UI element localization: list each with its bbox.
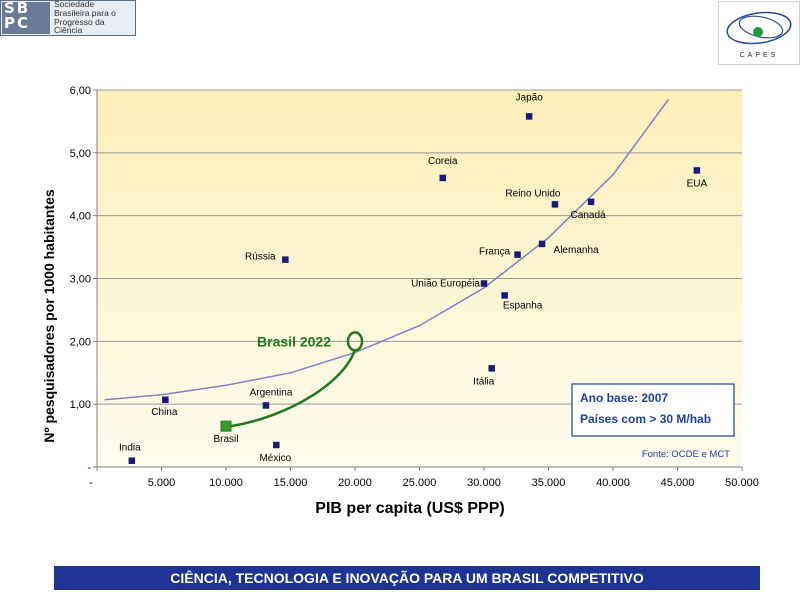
capes-logo: CAPES xyxy=(718,1,800,65)
x-tick-label: 5.000 xyxy=(148,477,176,489)
capes-label: CAPES xyxy=(739,52,779,59)
sbpc-letters-line: PC xyxy=(4,14,31,32)
data-point-label: França xyxy=(479,247,511,258)
brasil-2022-label: Brasil 2022 xyxy=(257,333,331,349)
x-tick-label: 15.000 xyxy=(274,477,308,489)
data-point xyxy=(501,292,508,299)
x-tick-label: 10.000 xyxy=(209,477,243,489)
data-point-label: Brasil xyxy=(213,434,238,445)
y-tick-label: 4,00 xyxy=(70,211,91,223)
data-point-label: União Européia xyxy=(411,279,480,290)
data-point xyxy=(273,441,280,449)
x-tick-labels: - 5.000 10.000 15.000 20.000 25.000 30.000 35.0… xyxy=(89,477,759,489)
axes xyxy=(93,89,743,471)
data-point xyxy=(514,251,521,258)
x-tick-label: - xyxy=(89,477,93,489)
data-point xyxy=(525,113,533,120)
y-tick-label: 6,00 xyxy=(70,85,91,97)
data-point xyxy=(488,365,495,372)
data-point-label: Espanha xyxy=(503,300,543,311)
sbpc-logo-letters: SB PC xyxy=(4,1,50,33)
x-tick-label: 40.000 xyxy=(596,477,630,489)
data-point-label: Rússia xyxy=(245,252,276,263)
data-point-label: EUA xyxy=(687,178,708,189)
data-point-label: Coreia xyxy=(428,156,458,167)
grid-lines xyxy=(97,89,742,405)
data-point xyxy=(220,420,232,432)
trend-curve xyxy=(104,98,670,401)
brasil-2022-annotation: Brasil 2022 xyxy=(230,331,364,428)
data-point-label: Reino Unido xyxy=(505,188,560,199)
capes-emblem-icon xyxy=(726,11,792,45)
data-point xyxy=(587,198,595,206)
data-point xyxy=(693,167,701,174)
x-tick-label: 35.000 xyxy=(532,477,566,489)
data-point xyxy=(551,201,559,208)
data-point xyxy=(538,240,546,248)
data-point xyxy=(162,396,169,404)
y-tick-label: 5,00 xyxy=(70,148,91,160)
y-tick-labels: - 1,00 2,00 3,00 4,00 5,00 6,00 xyxy=(70,85,92,474)
data-point-label: Itália xyxy=(473,376,495,387)
sbpc-name-line: Brasileira para o xyxy=(54,7,116,18)
data-point-label: China xyxy=(151,407,178,418)
sbpc-name-line: Ciência xyxy=(54,25,83,36)
data-point-label: Alemanha xyxy=(554,245,599,256)
y-tick-label: 1,00 xyxy=(70,399,91,411)
data-point-label: Japão xyxy=(516,92,544,103)
scatter-chart: - 5.000 10.000 15.000 20.000 25.000 30.000 35.0… xyxy=(41,85,759,517)
sbpc-name: Sociedade Brasileira para o Progresso da… xyxy=(54,0,136,35)
y-tick-label: 3,00 xyxy=(70,274,91,286)
brasil-2022-arrow xyxy=(230,348,357,428)
legend-line: Países com > 30 M/hab xyxy=(580,412,711,426)
data-point xyxy=(480,280,488,287)
data-point-label: Argentina xyxy=(250,387,293,398)
sbpc-letters-line: SB xyxy=(4,0,31,17)
data-point-label: México xyxy=(259,453,291,464)
footer-banner: CIÊNCIA, TECNOLOGIA E INOVAÇÃO PARA UM B… xyxy=(54,566,760,590)
data-point xyxy=(262,402,270,409)
x-tick-label: 20.000 xyxy=(338,477,372,489)
brasil-2022-target xyxy=(346,331,364,352)
sbpc-name-line: Progresso da xyxy=(54,16,105,27)
legend-box: Ano base: 2007 Países com > 30 M/hab xyxy=(571,383,735,437)
data-point xyxy=(128,457,136,464)
data-point xyxy=(439,174,446,182)
x-axis-label: PIB per capita (US$ PPP) xyxy=(315,500,504,517)
y-tick-label: 2,00 xyxy=(70,336,91,348)
source-note: Fonte: OCDE e MCT xyxy=(642,449,730,460)
data-point-label: Canadá xyxy=(571,210,606,221)
legend-line: Ano base: 2007 xyxy=(580,391,668,405)
sbpc-logo-box xyxy=(2,2,50,34)
y-axis-label: Nº pesquisadores por 1000 habitantes xyxy=(41,189,57,443)
data-point xyxy=(282,256,289,263)
y-tick-label: - xyxy=(87,462,91,474)
x-tick-label: 30.000 xyxy=(467,477,501,489)
data-point-label: India xyxy=(119,443,141,454)
x-tick-label: 45.000 xyxy=(661,477,695,489)
x-tick-label: 50.000 xyxy=(725,477,759,489)
sbpc-logo: SB PC Sociedade Brasileira para o Progre… xyxy=(0,0,136,36)
data-points: Japão Coreia EUA Reino Unido Canadá França Ale… xyxy=(119,92,707,464)
x-tick-label: 25.000 xyxy=(403,477,437,489)
legend-box-frame xyxy=(571,383,735,437)
sbpc-name-line: Sociedade xyxy=(54,0,95,9)
